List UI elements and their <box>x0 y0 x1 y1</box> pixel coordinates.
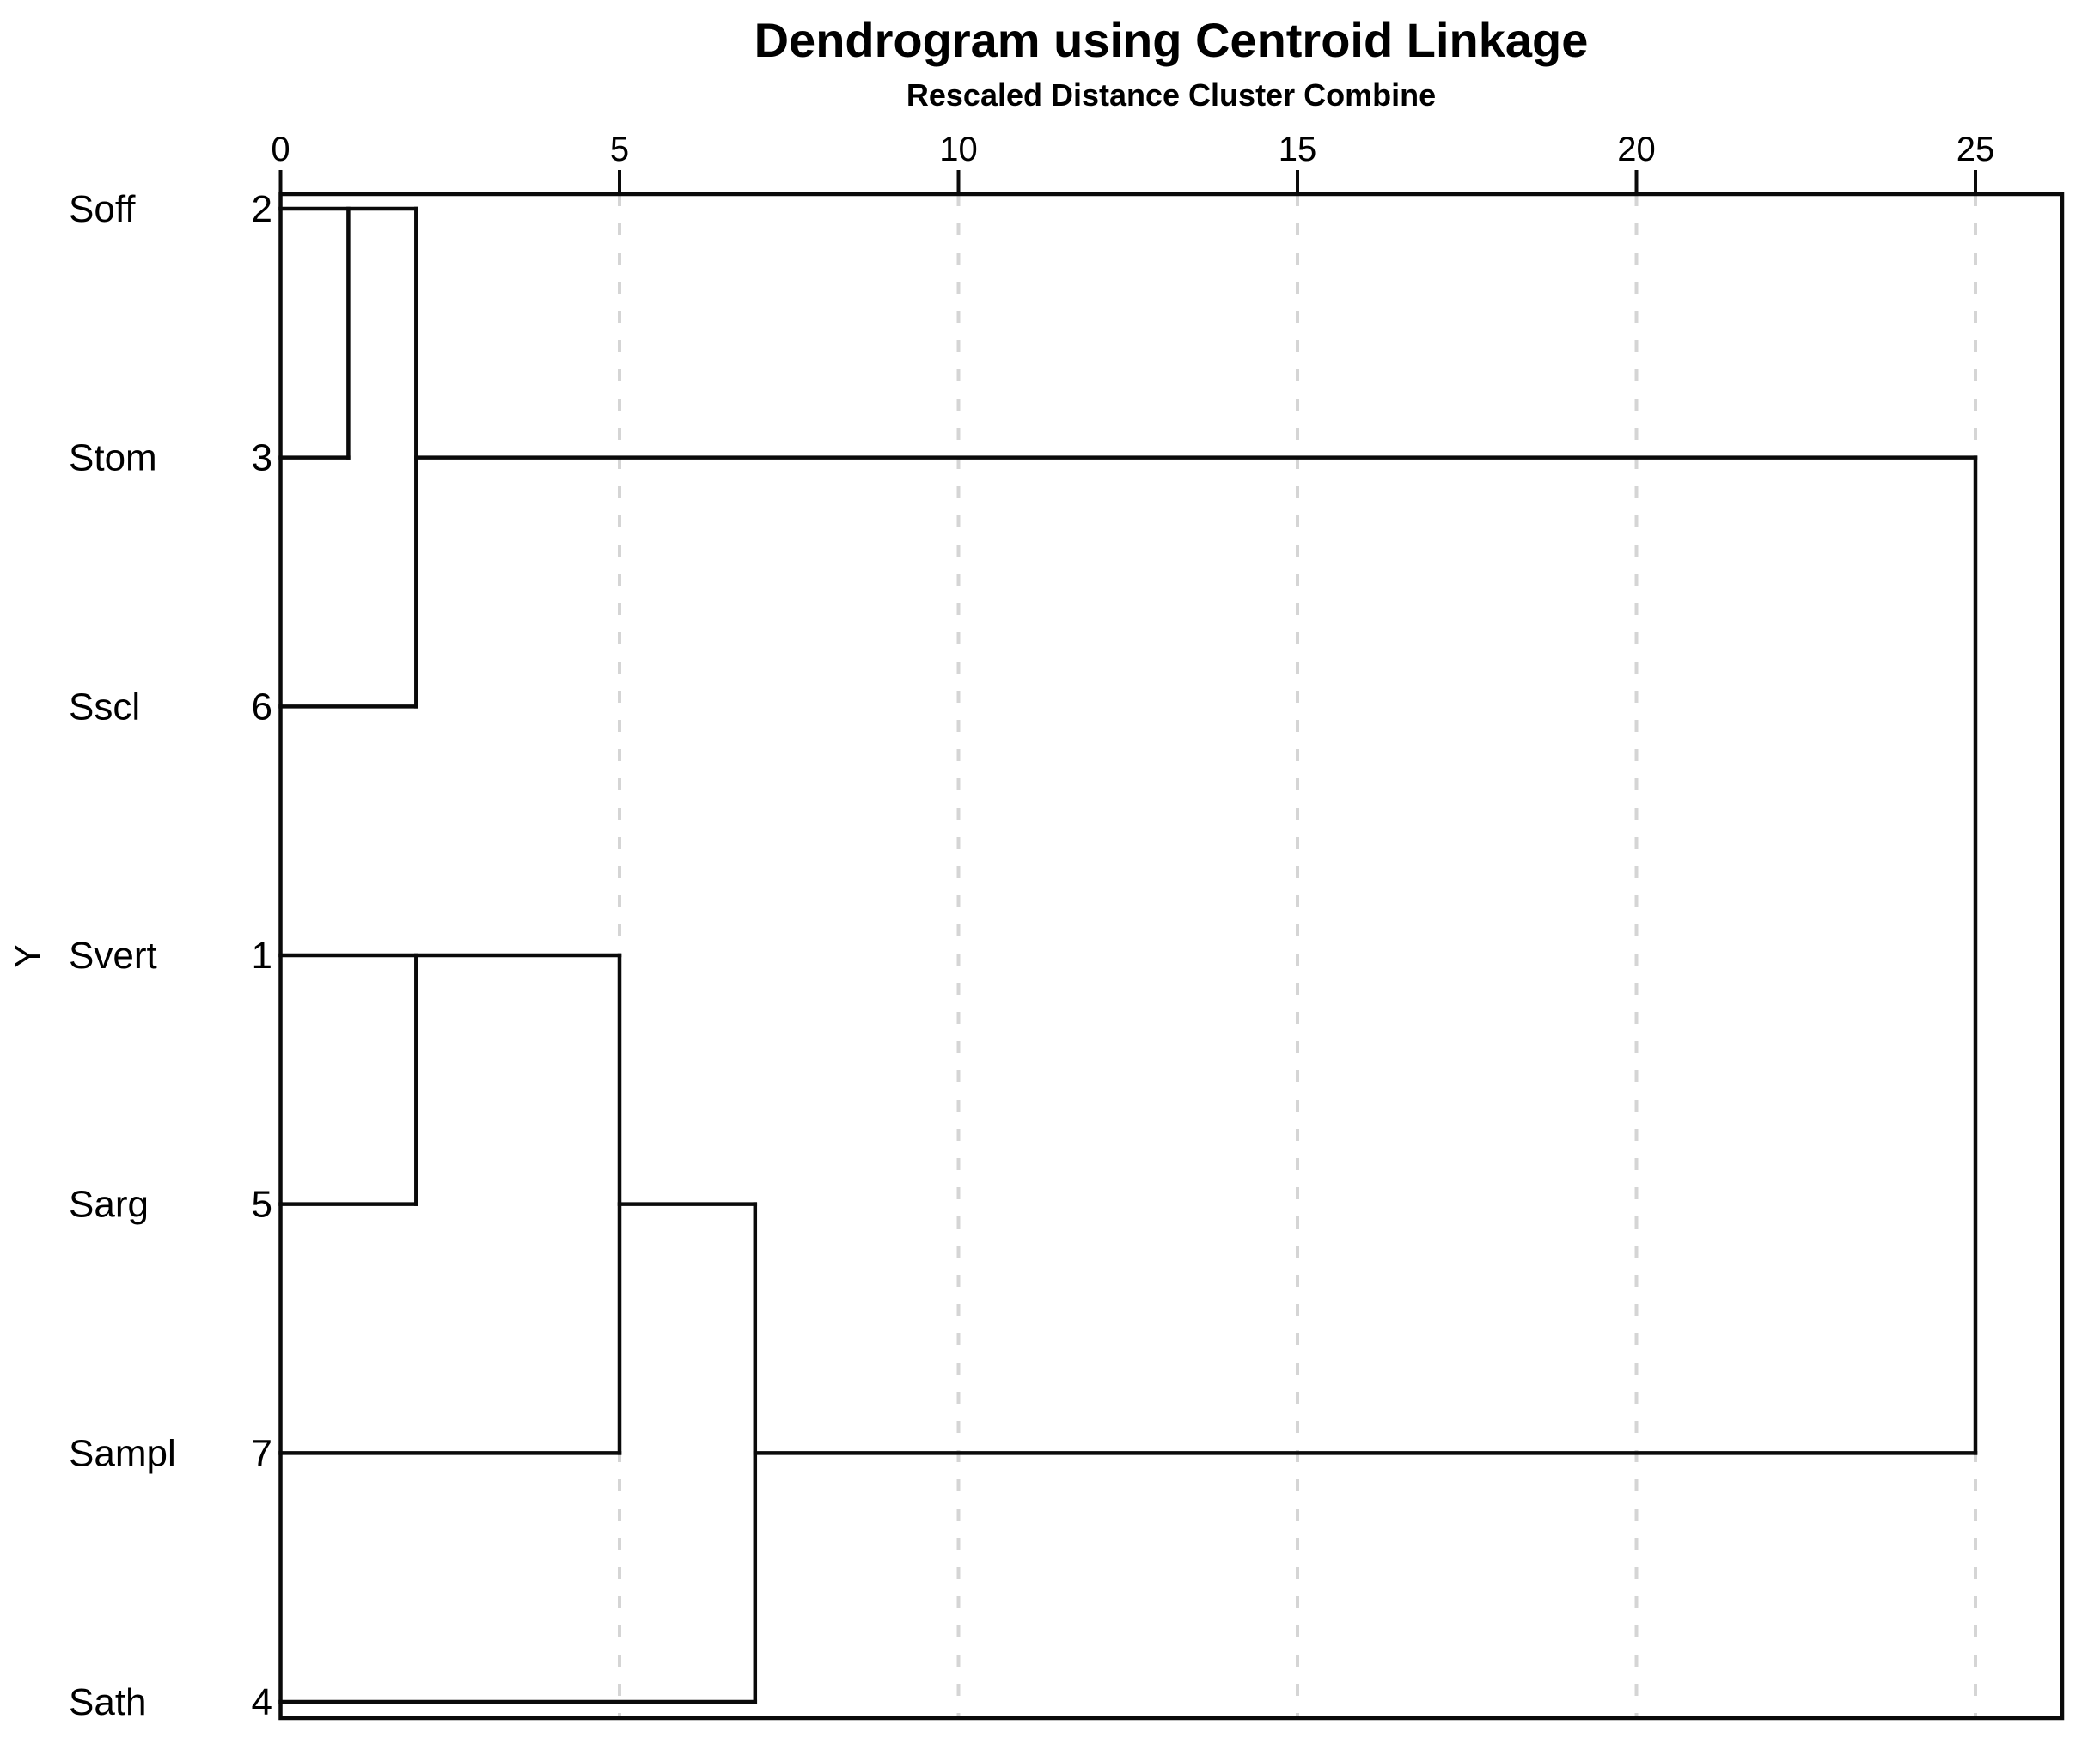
y-axis-title: Y <box>7 944 47 968</box>
x-tick-label: 0 <box>271 131 290 168</box>
x-tick-label: 20 <box>1617 131 1656 168</box>
leaf-label: Sarg <box>69 1184 149 1226</box>
case-number: 7 <box>252 1432 272 1474</box>
leaf-labels-group: Soff Stom Sscl Svert Sarg Sampl Sath <box>69 188 176 1723</box>
chart-title: Dendrogram using Centroid Linkage <box>754 13 1589 67</box>
case-number: 5 <box>252 1184 272 1226</box>
case-number: 1 <box>252 935 272 977</box>
case-number: 3 <box>252 437 272 479</box>
x-tick-label: 15 <box>1279 131 1317 168</box>
case-number: 2 <box>252 188 272 230</box>
dendrogram-lines-group <box>278 206 1978 1704</box>
leaf-label: Sscl <box>69 686 140 728</box>
leaf-label: Stom <box>69 437 157 479</box>
gridlines-group <box>618 194 1977 1718</box>
leaf-label: Sath <box>69 1681 147 1723</box>
case-number: 4 <box>252 1681 272 1723</box>
leaf-label: Soff <box>69 188 136 230</box>
case-number: 6 <box>252 686 272 728</box>
x-tick-labels-group: 0 5 10 15 20 25 <box>271 131 1994 168</box>
x-tick-label: 5 <box>610 131 629 168</box>
leaf-label: Svert <box>69 935 157 977</box>
x-tick-label: 25 <box>1957 131 1995 168</box>
chart-subtitle: Rescaled Distance Cluster Combine <box>907 77 1436 113</box>
case-numbers-group: 2 3 6 1 5 7 4 <box>252 188 272 1723</box>
x-tick-label: 10 <box>939 131 978 168</box>
leaf-label: Sampl <box>69 1432 176 1474</box>
x-tick-marks-group <box>278 170 1977 194</box>
